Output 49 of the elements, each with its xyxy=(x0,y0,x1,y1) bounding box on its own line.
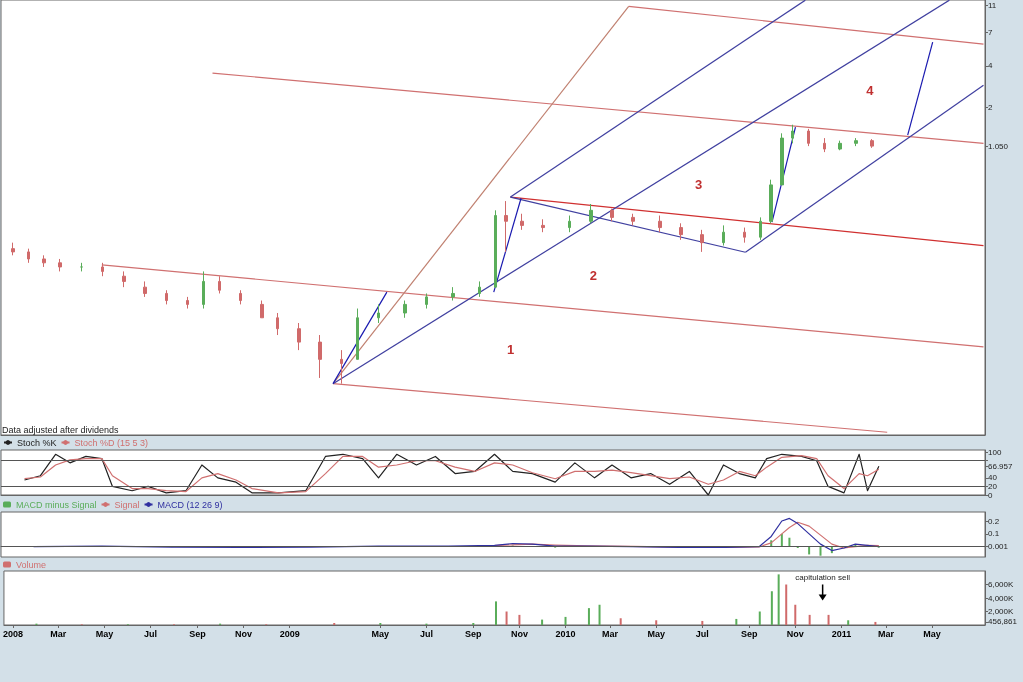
x-tick-label: Nov xyxy=(786,628,804,639)
x-tick-label: 2009 xyxy=(279,628,300,639)
y-tick-label: 40 xyxy=(988,473,998,483)
y-tick-label: 20 xyxy=(988,481,998,491)
y-tick-label: 456,861 xyxy=(988,617,1018,627)
x-tick-label: Mar xyxy=(50,628,67,639)
y-tick-label: 0.1 xyxy=(988,529,1000,539)
legend-label: Volume xyxy=(16,559,47,570)
legend-label: MACD (12 26 9) xyxy=(157,499,223,510)
x-tick-label: Nov xyxy=(510,628,528,639)
x-tick-label: Mar xyxy=(877,628,895,639)
x-tick-label: May xyxy=(647,628,665,639)
legend-label: Stoch %D (15 5 3) xyxy=(74,437,149,448)
x-tick-label: 2008 xyxy=(3,628,24,639)
y-tick-label: 7 xyxy=(988,27,993,37)
y-tick-label: 6,000K xyxy=(988,580,1015,589)
x-tick-label: Mar xyxy=(602,628,619,639)
annotation: capitulation sell xyxy=(795,572,851,582)
legend-label: MACD minus Signal xyxy=(16,499,97,510)
x-tick-label: Sep xyxy=(189,628,207,639)
legend-label: Signal xyxy=(114,499,140,510)
x-tick-label: May xyxy=(95,628,114,639)
annotation: Data adjusted after dividends xyxy=(2,424,120,435)
y-tick-label: 11 xyxy=(988,0,997,10)
annotation: 3 xyxy=(695,177,703,193)
x-tick-label: 2011 xyxy=(831,628,852,639)
y-tick-label: 1.050 xyxy=(988,141,1009,151)
y-tick-label: 100 xyxy=(988,447,1002,457)
x-tick-label: 2010 xyxy=(555,628,576,639)
legend-label: Stoch %K xyxy=(17,437,57,448)
y-tick-label: 4,000K xyxy=(988,593,1015,603)
annotation: 2 xyxy=(589,267,597,283)
annotation: 1 xyxy=(507,342,515,358)
x-tick-label: May xyxy=(923,628,941,639)
y-tick-label: 0 xyxy=(988,490,993,500)
x-tick-label: Nov xyxy=(235,628,253,639)
y-tick-label: 4 xyxy=(988,61,993,71)
y-tick-label: 0.001 xyxy=(988,542,1009,552)
x-tick-label: Sep xyxy=(740,628,758,639)
y-tick-label: 2,000K xyxy=(988,607,1015,616)
y-tick-label: 0.2 xyxy=(988,516,1000,526)
annotation: 4 xyxy=(866,82,875,98)
x-tick-label: Jul xyxy=(419,628,433,639)
y-tick-label: 2 xyxy=(988,102,993,112)
x-tick-label: Jul xyxy=(695,628,709,639)
x-tick-label: Sep xyxy=(465,628,483,639)
y-tick-label: 66.957 xyxy=(988,461,1014,471)
x-tick-label: May xyxy=(371,628,390,639)
x-tick-label: Jul xyxy=(144,628,158,639)
